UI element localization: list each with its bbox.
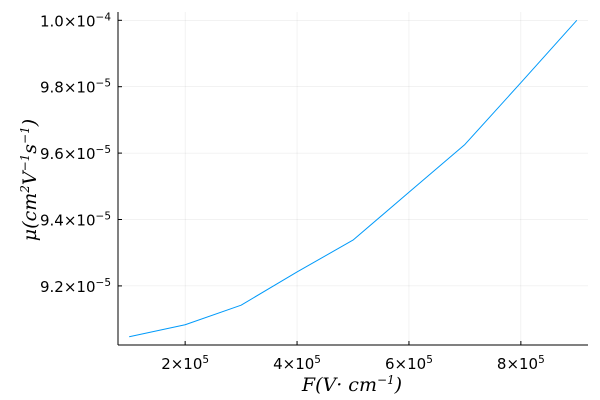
x-tick-mantissa: 4×10 [273, 355, 314, 373]
x-axis-label-main: F(V· cm [301, 374, 377, 396]
x-tick-mantissa: 6×10 [385, 355, 426, 373]
y-tick-label: 9.4×10−5 [40, 211, 111, 230]
y-tick-exponent: −5 [96, 78, 111, 90]
y-axis-label-mu: μ(cm [19, 193, 41, 241]
y-tick-mantissa: 9.4×10 [40, 212, 96, 230]
y-tick-mantissa: 9.6×10 [40, 145, 96, 163]
x-tick-exponent: 5 [314, 354, 321, 366]
data-point [464, 144, 465, 145]
y-tick-mantissa: 9.8×10 [40, 79, 96, 97]
y-tick-mantissa: 9.2×10 [40, 278, 96, 296]
data-point [129, 336, 130, 337]
y-axis-label-sup2: −1 [18, 154, 32, 172]
y-tick-mantissa: 1.0×10 [40, 12, 96, 30]
series [129, 19, 578, 338]
y-ticks: 9.2×10−59.4×10−59.6×10−59.8×10−51.0×10−4 [40, 11, 122, 296]
y-tick-label: 9.6×10−5 [40, 144, 111, 163]
x-axis-label: F(V· cm−1) [301, 373, 402, 396]
data-point [576, 20, 577, 21]
x-tick-mantissa: 2×10 [161, 355, 202, 373]
y-tick-label: 1.0×10−4 [40, 11, 111, 30]
x-tick-label: 8×105 [497, 354, 545, 373]
y-tick-exponent: −5 [96, 211, 111, 223]
x-tick-label: 2×105 [161, 354, 209, 373]
data-point [520, 82, 521, 83]
series-line [129, 19, 578, 338]
x-tick-mantissa: 8×10 [497, 355, 538, 373]
y-tick-exponent: −5 [96, 144, 111, 156]
y-tick-label: 9.8×10−5 [40, 78, 111, 97]
x-axis-label-close: ) [394, 374, 402, 396]
data-point [408, 192, 409, 193]
grid-lines [118, 12, 588, 345]
x-tick-label: 6×105 [385, 354, 433, 373]
axes [117, 12, 588, 346]
y-tick-label: 9.2×10−5 [40, 277, 111, 296]
data-point [185, 324, 186, 325]
y-axis-label-v: V [19, 169, 41, 185]
x-tick-exponent: 5 [426, 354, 433, 366]
data-point [240, 305, 241, 306]
y-axis-label: μ(cm2V−1s−1) [18, 119, 41, 241]
data-point [296, 271, 297, 272]
y-axis-label-sup3: −1 [18, 126, 32, 144]
x-axis-label-sup: −1 [377, 373, 395, 387]
x-tick-label: 4×105 [273, 354, 321, 373]
y-tick-exponent: −4 [96, 11, 112, 23]
x-tick-exponent: 5 [202, 354, 209, 366]
y-axis-label-s: s [19, 144, 41, 154]
y-axis-label-sup1: 2 [18, 185, 32, 194]
x-ticks: 2×105 4×105 6×105 8×105 [161, 341, 545, 373]
x-tick-exponent: 5 [538, 354, 545, 366]
data-point [352, 239, 353, 240]
y-axis-label-close: ) [19, 119, 41, 127]
y-tick-exponent: −5 [96, 277, 111, 289]
